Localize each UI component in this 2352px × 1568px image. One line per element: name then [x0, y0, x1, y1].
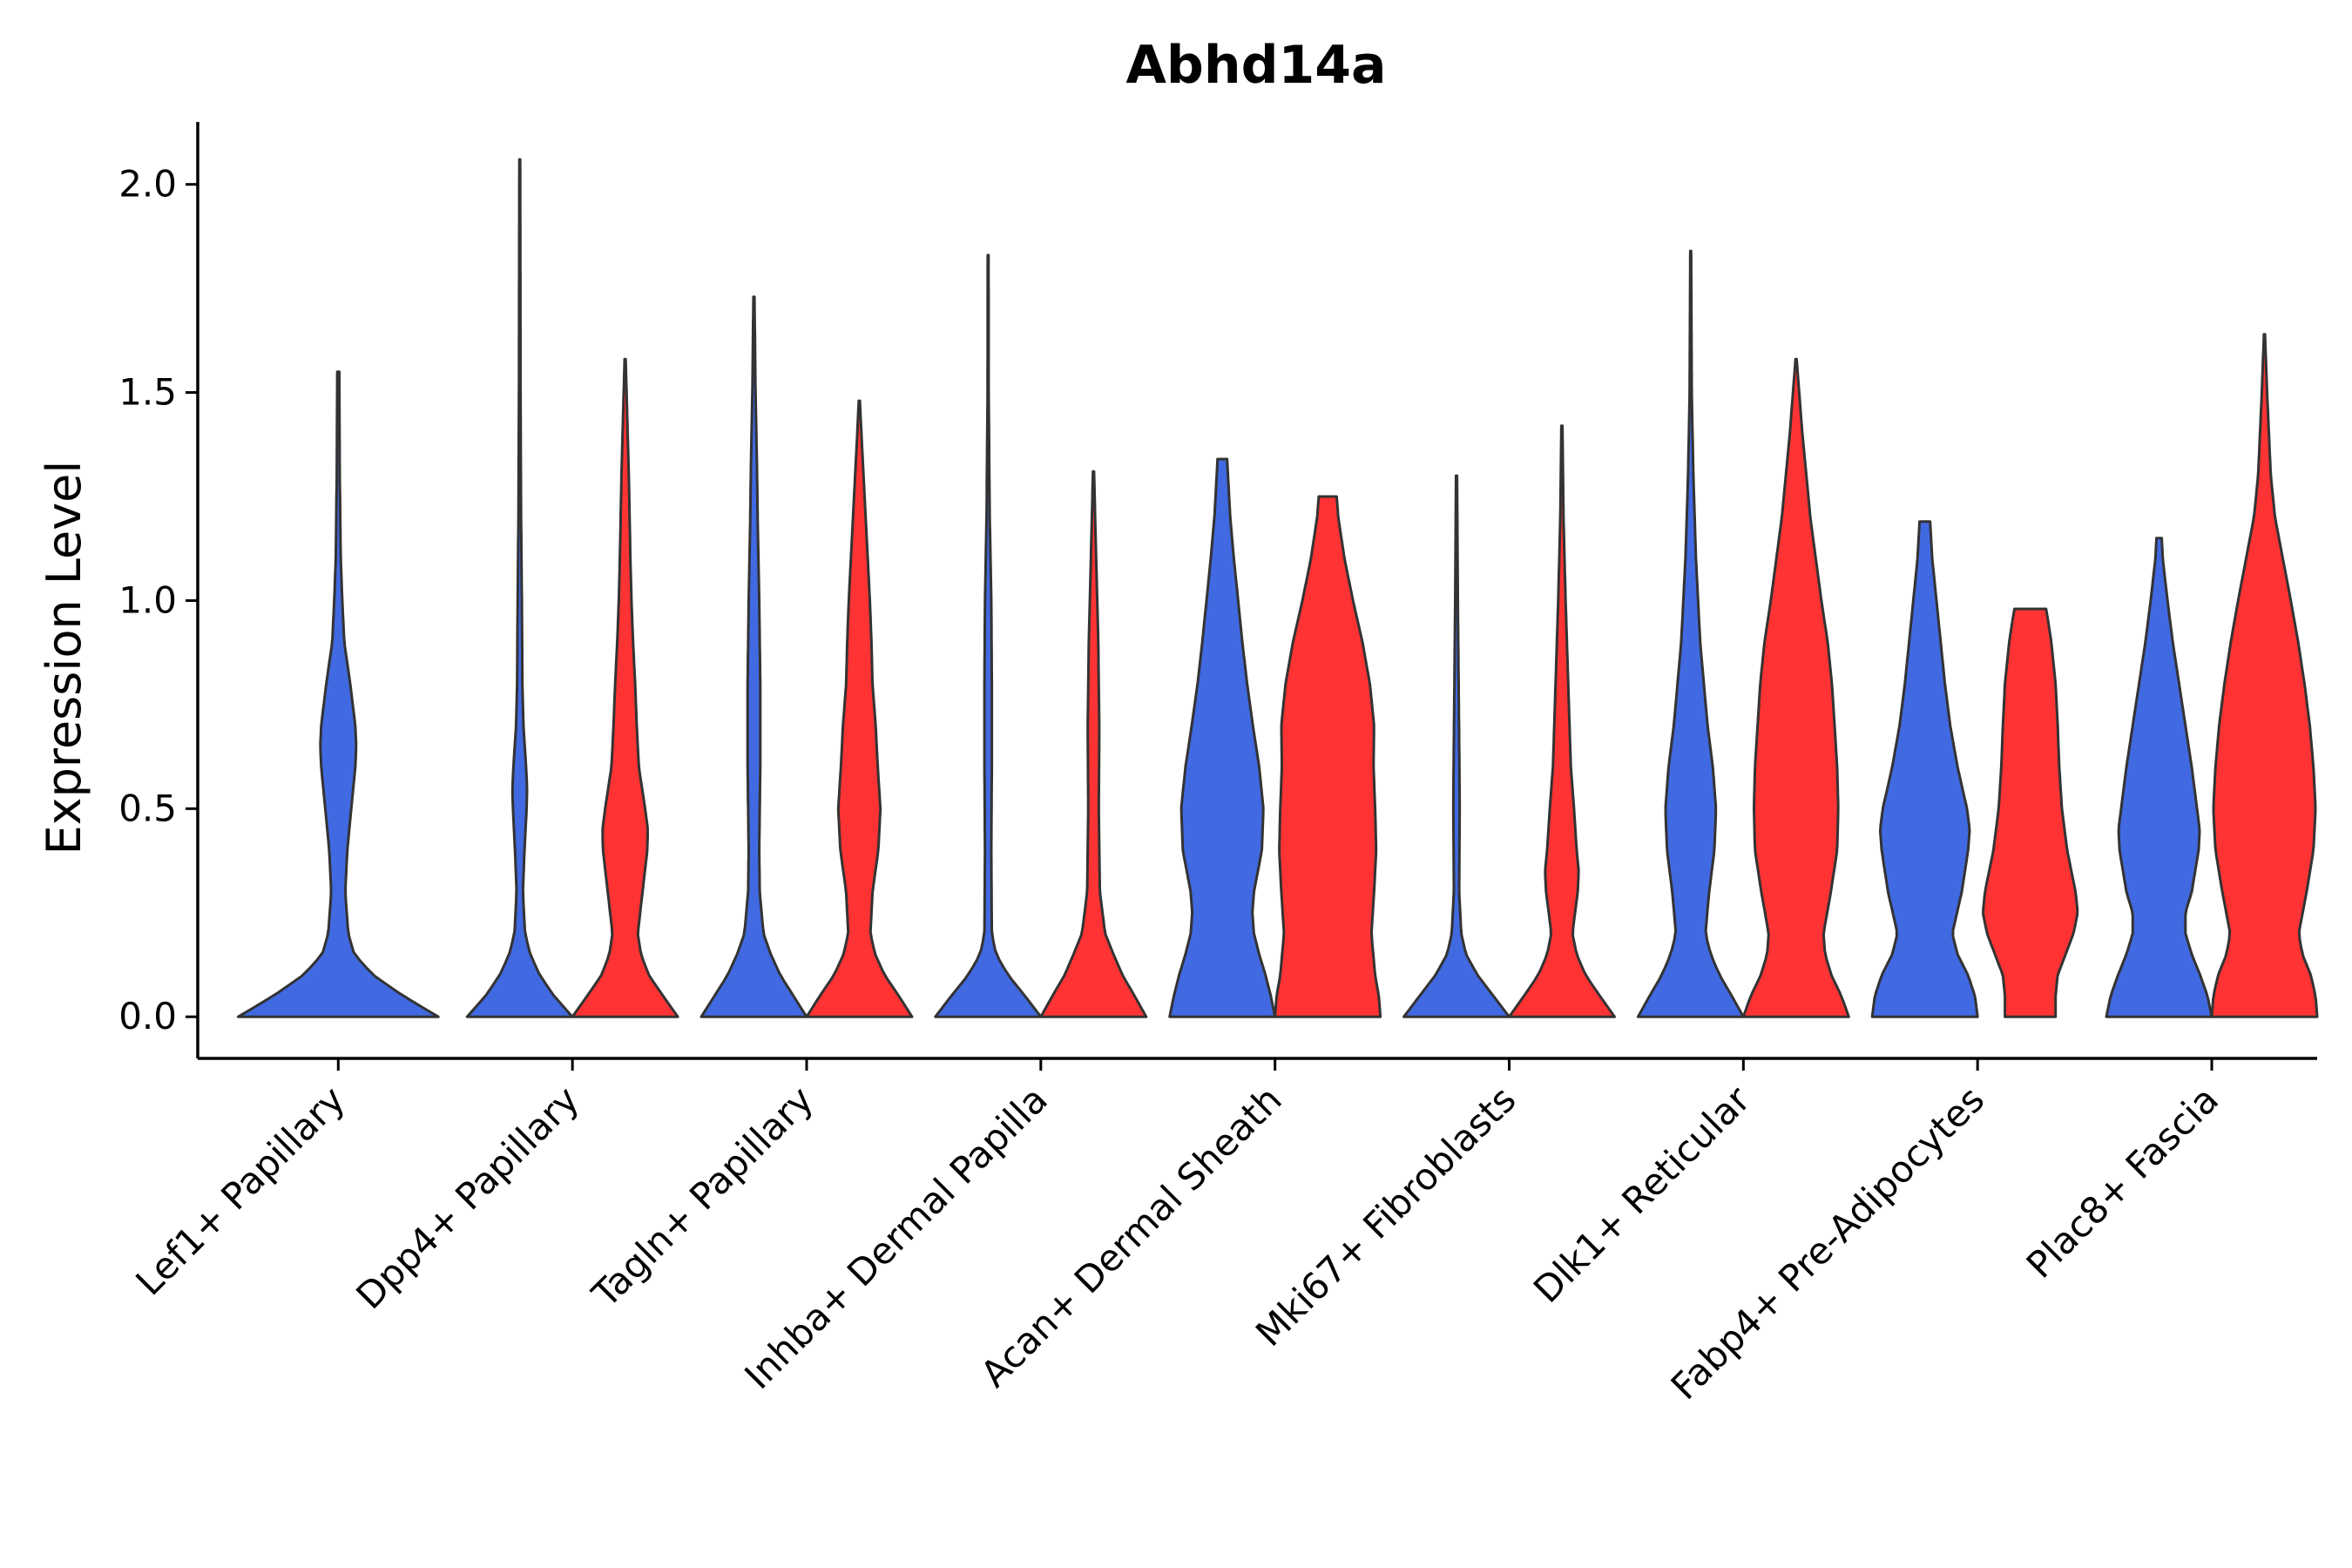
violin-dlk1-reticular-red: [1741, 357, 1850, 1018]
y-tick-label: 0.0: [118, 995, 177, 1037]
violin-fabp4-pre-adipocytes-blue: [1870, 520, 1979, 1018]
violin-acan-dermal-sheath-red: [1274, 495, 1382, 1018]
violin-lef1-papillary-blue: [236, 370, 440, 1018]
x-tick-label-plac8-fascia: Plac8+ Fascia: [2018, 1078, 2227, 1286]
violin-inhba-dermal-papilla-red: [1039, 470, 1148, 1018]
x-tick-label-mki67-fibroblasts: Mki67+ Fibroblasts: [1247, 1078, 1524, 1354]
y-tick-label: 0.5: [118, 787, 177, 829]
chart-title: Abhd14a: [1125, 35, 1386, 96]
violins-layer: [236, 158, 2319, 1018]
violin-tagln-papillary-red: [805, 399, 914, 1018]
violin-dpp4-papillary-red: [571, 357, 679, 1018]
y-tick-label: 2.0: [118, 163, 177, 206]
violin-dlk1-reticular-blue: [1636, 249, 1745, 1018]
x-tick-label-lef1-papillary: Lef1+ Papillary: [127, 1078, 353, 1303]
violin-inhba-dermal-papilla-blue: [934, 253, 1043, 1018]
violin-mki67-fibroblasts-red: [1508, 424, 1616, 1018]
violin-fabp4-pre-adipocytes-red: [1982, 607, 2079, 1018]
x-tick-label-tagln-papillary: Tagln+ Papillary: [584, 1078, 821, 1315]
x-tick-label-dpp4-papillary: Dpp4+ Papillary: [348, 1078, 587, 1317]
violin-plac8-fascia-red: [2210, 333, 2319, 1018]
y-tick-label: 1.0: [118, 578, 177, 621]
violin-plac8-fascia-blue: [2105, 537, 2213, 1018]
violin-mki67-fibroblasts-blue: [1402, 474, 1511, 1018]
violin-acan-dermal-sheath-blue: [1168, 457, 1277, 1018]
x-tick-label-dlk1-reticular: Dlk1+ Reticular: [1525, 1078, 1759, 1311]
y-axis-label: Expression Level: [37, 461, 91, 855]
y-tick-label: 1.5: [118, 371, 177, 414]
violin-dpp4-papillary-blue: [465, 158, 574, 1018]
violin-tagln-papillary-blue: [700, 295, 808, 1018]
